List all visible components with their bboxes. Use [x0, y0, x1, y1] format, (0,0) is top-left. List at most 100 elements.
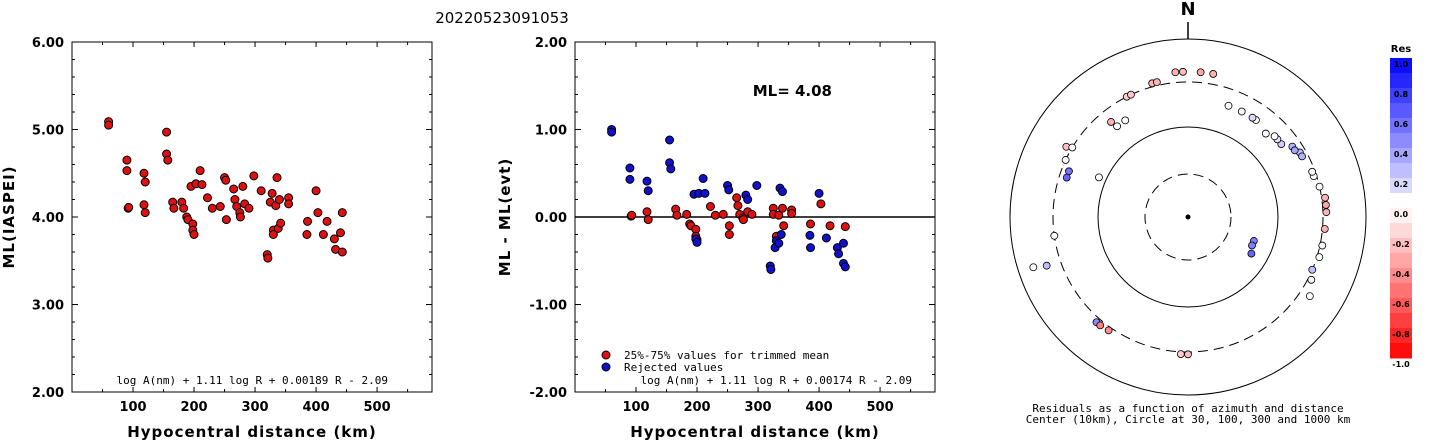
data-point: [162, 127, 172, 137]
plot2-xtick-label: 200: [683, 400, 710, 415]
circle-100km: [1097, 126, 1279, 308]
plot1-formula: log A(nm) + 1.11 log R + 0.00189 R - 2.0…: [116, 374, 388, 387]
plot2-xlabel: Hypocentral distance (km): [630, 423, 880, 441]
rejected-value-point: [625, 174, 635, 184]
used-value-point: [705, 202, 715, 211]
outer-circle-1000km: [1009, 38, 1367, 396]
used-value-point: [672, 210, 682, 220]
used-value-point: [777, 203, 787, 213]
colorbar-tick-label: 1.0: [1394, 60, 1409, 69]
polar-residual-point: [1237, 107, 1246, 116]
data-point: [163, 155, 173, 165]
polar-residual-point: [1029, 263, 1038, 272]
polar-residual-point: [1261, 129, 1270, 138]
data-point: [197, 180, 207, 190]
data-point: [302, 230, 312, 239]
data-point: [337, 247, 347, 257]
data-point: [263, 253, 273, 263]
rejected-value-point: [665, 135, 675, 145]
plot2-ytick-label: 2.00: [535, 36, 567, 51]
legend-marker-rejected: [601, 362, 611, 372]
colorbar-cells: [1390, 58, 1412, 359]
used-value-point: [733, 201, 743, 211]
plot2-ytick-label: -1.00: [530, 299, 567, 314]
legend-marker-used: [601, 350, 611, 360]
colorbar-tick-label: 0.0: [1394, 210, 1409, 219]
rejected-value-point: [838, 238, 848, 248]
rejected-value-point: [814, 188, 824, 198]
used-value-point: [840, 222, 850, 232]
residual-vs-distance-panel: 100 200 300 400 500 -2.00 -1.00 0.00 1.00 2.00 ML…: [496, 36, 936, 441]
colorbar-tick-label: -0.4: [1392, 270, 1410, 279]
polar-residual-point: [1315, 182, 1324, 191]
colorbar-tick-label: 0.8: [1394, 90, 1409, 99]
colorbar-cell: [1390, 73, 1412, 89]
data-point: [311, 186, 321, 196]
used-value-point: [724, 230, 734, 239]
rejected-value-point: [607, 127, 617, 137]
colorbar-cell: [1390, 88, 1412, 104]
polar-residual-point: [1068, 143, 1077, 152]
polar-residual-point: [1322, 208, 1331, 217]
used-value-point: [738, 215, 748, 225]
legend-label-rejected: Rejected values: [624, 361, 723, 374]
colorbar-cell: [1390, 133, 1412, 149]
colorbar-cell: [1390, 313, 1412, 329]
polar-residual-point: [1113, 122, 1121, 131]
data-point: [256, 186, 266, 196]
data-point: [284, 199, 294, 209]
polar-residual-point: [1042, 261, 1051, 270]
used-value-point: [787, 209, 797, 218]
polar-residual-point: [1152, 78, 1161, 87]
data-point: [104, 120, 114, 130]
data-point: [124, 202, 134, 212]
plot1-points: [104, 117, 347, 263]
data-point: [337, 208, 347, 218]
rejected-value-point: [643, 186, 653, 196]
polar-residual-point: [1107, 118, 1115, 126]
data-point: [221, 215, 231, 225]
polar-residual-point: [1315, 253, 1324, 262]
polar-residual-point: [1096, 321, 1105, 330]
polar-residual-point: [1196, 68, 1205, 77]
colorbar-cell: [1390, 223, 1412, 239]
ml-value-label: ML= 4.08: [753, 82, 832, 100]
used-value-point: [682, 209, 692, 219]
polar-residual-point: [1247, 249, 1256, 258]
colorbar-cell: [1390, 268, 1412, 284]
polar-residual-point: [1318, 241, 1327, 250]
plot1-xtick-label: 200: [180, 400, 207, 415]
plot1-xtick-label: 100: [119, 400, 146, 415]
colorbar-cell: [1390, 238, 1412, 254]
colorbar-ticks: 1.0 0.8 0.6 0.4 0.2 0.0 -0.2 -0.4 -0.6 -0.8 -1.0: [1392, 60, 1410, 369]
used-value-point: [747, 209, 757, 219]
colorbar-cell: [1390, 298, 1412, 314]
colorbar-cell: [1390, 283, 1412, 299]
data-point: [268, 230, 278, 239]
plot1-ytick-label: 3.00: [32, 299, 64, 314]
circle-30km: [1144, 173, 1232, 261]
rejected-value-point: [642, 176, 652, 186]
colorbar-cell: [1390, 328, 1412, 344]
data-point: [221, 175, 231, 185]
colorbar-tick-label: -0.6: [1392, 300, 1410, 309]
data-point: [249, 171, 259, 181]
data-point: [189, 230, 199, 239]
used-value-point: [627, 210, 637, 220]
data-point: [202, 193, 212, 203]
plot1-xtick-label: 400: [302, 400, 329, 415]
polar-residual-point: [1320, 225, 1329, 233]
plot1-xtick-label: 500: [364, 400, 391, 415]
figure-title: 20220523091053: [435, 9, 569, 27]
plot2-points: [607, 125, 850, 274]
data-point: [207, 203, 217, 213]
polar-residual-point: [1224, 101, 1233, 110]
plot1-ytick-label: 6.00: [32, 36, 64, 51]
plot2-xtick-label: 100: [622, 400, 649, 415]
legend-label-used: 25%-75% values for trimmed mean: [624, 349, 829, 362]
data-point: [195, 166, 205, 176]
polar-residual-point: [1305, 292, 1314, 301]
data-point: [329, 234, 339, 244]
colorbar-tick-label: -0.2: [1392, 240, 1410, 249]
